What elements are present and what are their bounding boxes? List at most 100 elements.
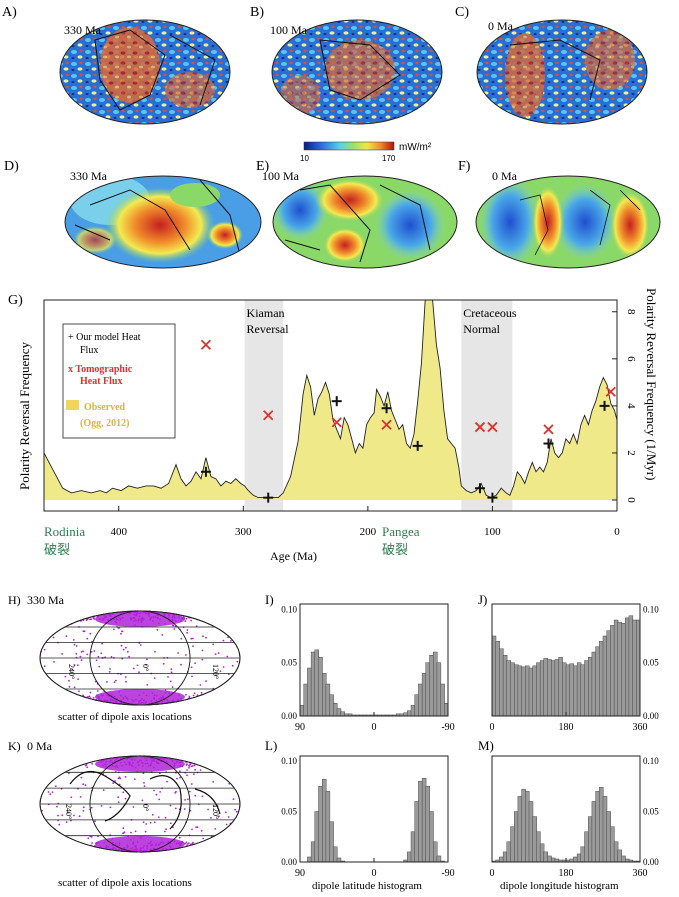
dipole-point [82,783,85,786]
dipole-point [132,667,135,670]
reversal-band [244,300,284,511]
band-label: Reversal [247,322,290,336]
colorbar-min: 10 [300,154,309,163]
dipole-point [207,808,210,811]
histogram-bar [584,831,589,863]
dipole-point [196,826,199,829]
histogram-bar [418,683,423,717]
histogram-bar [528,801,534,863]
histogram-bar [329,821,334,863]
dipole-point [91,842,93,844]
dipole-point [167,676,169,678]
histogram-bar [525,665,530,717]
marker-stroke [487,421,498,433]
dipole-point [192,645,194,647]
model-marker [412,440,423,451]
dipole-point [162,662,165,665]
dipole-point [82,694,84,697]
dipole-panel-k: K) 0 Ma 240° 0° 120° scatter of dipole a… [8,739,241,889]
histogram-bar [536,831,541,863]
histogram-bar [410,705,416,717]
histogram-bar [525,791,530,863]
tomographic-marker [543,424,554,435]
dipole-point [92,697,95,699]
histogram-bar [407,710,412,717]
x-tick-label: 0 [490,868,495,879]
histogram-bar [336,857,342,863]
histogram-bar [554,659,560,717]
histogram-bar [617,849,622,863]
dipole-caption: scatter of dipole axis locations [58,877,192,889]
lon-label: 120° [211,664,220,679]
histogram-bar [573,856,578,863]
dipole-point [79,655,82,658]
histogram-bar [314,811,319,863]
x-tick-label: 300 [235,526,252,538]
histogram-bar [310,841,316,863]
histogram-bar [299,705,305,717]
dipole-point [184,799,187,801]
observed-line [43,299,618,499]
dipole-point [153,821,156,824]
dipole-point [79,796,82,798]
colorbar-unit: mW/m² [399,142,432,153]
chart-axes: 400 300 200 100 0 0 2 4 6 8 [43,299,637,538]
histogram-bar [565,664,571,717]
dipole-point [82,630,85,633]
panel-letter: M) [478,738,494,753]
histogram-bar [314,649,319,717]
coastline [69,770,221,830]
dipole-point [194,768,197,771]
dipole-point [173,628,176,630]
y-tick-label: 2 [625,450,637,456]
dipole-point [164,816,167,819]
panel-letter: I) [265,592,274,607]
dipole-point [139,644,142,646]
histogram-xlabel: dipole longitude histogram [500,880,619,892]
dipole-point [49,793,52,796]
model-marker [474,483,485,494]
dipole-point [58,823,61,826]
legend-tomo-line1: x Tomographic [68,364,133,375]
dipole-point [122,827,125,830]
histogram-bar [602,635,608,717]
dipole-caption: scatter of dipole axis locations [58,711,192,723]
x-tick-label: 200 [360,526,377,538]
histogram-bar [595,791,600,863]
panel-letter: H) [8,593,21,607]
dipole-point [159,791,162,793]
dipole-point [108,671,111,673]
dipole-point [121,630,124,633]
histogram-bar [333,703,338,717]
histogram-bar [621,623,626,717]
dipole-point [95,659,98,662]
lon-label: 0° [141,804,150,811]
dipole-point [169,680,172,683]
dipole-point [186,763,188,766]
dipole-point [92,617,95,619]
dipole-point [184,620,187,623]
y-tick-label: 4 [625,403,637,409]
histogram-bar [307,667,312,717]
dipole-point [66,811,69,814]
dipole-point [222,666,225,668]
histogram-bar [506,841,511,863]
x-tick-label: 90 [295,868,305,879]
dipole-point [54,785,57,787]
dipole-point [78,815,81,818]
dipole-point [215,674,217,677]
model-marker [263,492,274,503]
dipole-point [183,808,186,810]
x-tick-label: 0 [490,722,495,733]
dipole-point [124,797,127,800]
legend-model-line1: + Our model Heat [68,332,141,343]
dipole-point [191,842,194,845]
dipole-point [96,690,99,692]
dipole-point [51,791,54,793]
dipole-point [143,782,145,784]
tomographic-marker [263,410,274,421]
histogram-bar [521,666,526,717]
histogram-bar [573,665,578,717]
y-tick-label: 0.00 [643,857,659,867]
histogram-bar [539,843,545,863]
